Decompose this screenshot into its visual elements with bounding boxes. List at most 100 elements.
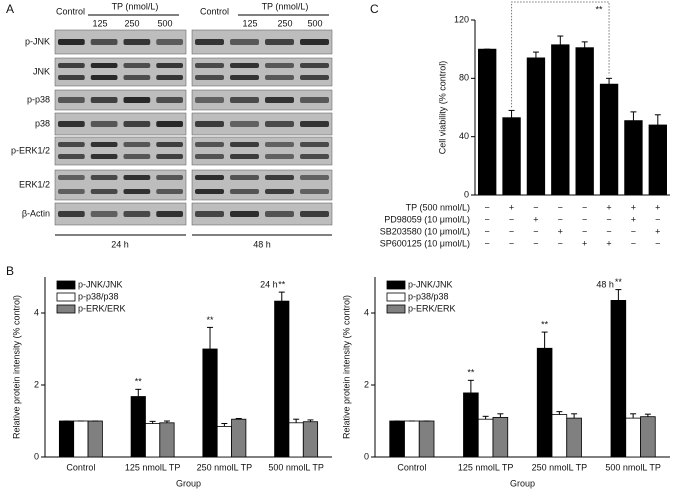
band xyxy=(58,63,85,68)
blot-strip xyxy=(191,57,333,87)
band xyxy=(265,75,294,80)
blot-strip xyxy=(54,112,187,136)
error-bar xyxy=(606,77,613,85)
bar xyxy=(159,422,175,458)
error-bar xyxy=(556,411,563,415)
y-tick-label: 4 xyxy=(34,307,39,317)
y-tick-label: 4 xyxy=(364,307,369,317)
bar xyxy=(302,421,319,458)
band xyxy=(230,142,259,147)
band xyxy=(123,97,151,103)
bar xyxy=(87,420,103,458)
comparison-bracket xyxy=(511,1,610,108)
row-label: β-Actin xyxy=(22,208,50,218)
row-label: JNK xyxy=(33,66,50,76)
band xyxy=(90,154,118,159)
band xyxy=(195,39,224,45)
treatment-mark: − xyxy=(485,226,490,236)
bar xyxy=(216,425,232,458)
bar xyxy=(389,420,405,458)
dose-label: 125 xyxy=(242,18,257,28)
error-bar xyxy=(149,420,156,424)
band xyxy=(300,154,329,159)
treatment-name: SP600125 (10 μmol/L) xyxy=(380,238,470,248)
lane-header: Control xyxy=(56,6,85,16)
band xyxy=(230,75,259,80)
bar xyxy=(202,348,218,458)
treatment-mark: − xyxy=(582,214,587,224)
bar xyxy=(418,420,435,458)
band xyxy=(156,189,183,194)
band xyxy=(300,97,329,103)
band xyxy=(123,189,151,194)
band xyxy=(195,121,224,127)
treatment-mark: − xyxy=(606,226,611,236)
bar xyxy=(566,417,582,458)
bar xyxy=(274,300,290,458)
error-bar xyxy=(508,109,515,118)
band xyxy=(265,211,294,217)
treatment-mark: − xyxy=(509,214,514,224)
error-bar xyxy=(467,379,474,393)
band xyxy=(123,39,151,45)
band xyxy=(230,211,259,217)
band xyxy=(123,211,151,217)
band xyxy=(195,75,224,80)
band xyxy=(156,121,183,127)
band xyxy=(195,211,224,217)
band xyxy=(265,189,294,194)
bar xyxy=(640,416,656,458)
band xyxy=(90,142,118,147)
legend-label: p-p38/p38 xyxy=(78,291,119,301)
blot-strip xyxy=(191,202,333,226)
error-bar xyxy=(630,111,637,121)
bar xyxy=(492,416,509,458)
treatment-mark: − xyxy=(655,214,660,224)
band xyxy=(90,39,118,45)
bar xyxy=(502,117,521,196)
band xyxy=(300,121,329,127)
band xyxy=(265,39,294,45)
treatment-mark: − xyxy=(485,214,490,224)
band xyxy=(58,121,85,127)
blot-strip xyxy=(191,169,333,201)
band xyxy=(123,121,151,127)
x-tick-label: 250 nmolL TP xyxy=(532,462,588,472)
bar xyxy=(624,120,643,196)
error-bar xyxy=(135,388,142,397)
band xyxy=(123,142,151,147)
error-bar xyxy=(541,331,548,349)
band xyxy=(265,63,294,68)
band xyxy=(300,175,329,180)
band xyxy=(230,97,259,103)
treatment-mark: − xyxy=(631,238,636,248)
panel-label: A xyxy=(6,2,14,16)
error-bar xyxy=(163,420,170,423)
error-bar xyxy=(293,418,300,423)
treatment-mark: − xyxy=(509,238,514,248)
treatment-mark: − xyxy=(558,202,563,212)
band xyxy=(195,63,224,68)
x-tick-label: Control xyxy=(397,462,426,472)
legend-label: p-JNK/JNK xyxy=(408,279,453,289)
dose-label: 250 xyxy=(124,18,139,28)
band xyxy=(156,142,183,147)
band xyxy=(195,189,224,194)
dose-label: 125 xyxy=(92,18,107,28)
bar xyxy=(551,414,568,458)
comparison-label: ** xyxy=(596,4,604,14)
blot-strip xyxy=(54,89,187,111)
band xyxy=(230,189,259,194)
bar xyxy=(58,420,75,458)
x-axis-label: Group xyxy=(176,478,201,488)
bar xyxy=(130,396,146,458)
blot-strip xyxy=(54,136,187,166)
row-label: ERK1/2 xyxy=(19,179,50,189)
bar xyxy=(610,299,627,458)
band xyxy=(195,97,224,103)
x-tick-label: 125 nmolL TP xyxy=(125,462,181,472)
lane-header: Control xyxy=(200,6,229,16)
y-tick-label: 40 xyxy=(459,131,469,141)
error-bar xyxy=(581,41,588,48)
